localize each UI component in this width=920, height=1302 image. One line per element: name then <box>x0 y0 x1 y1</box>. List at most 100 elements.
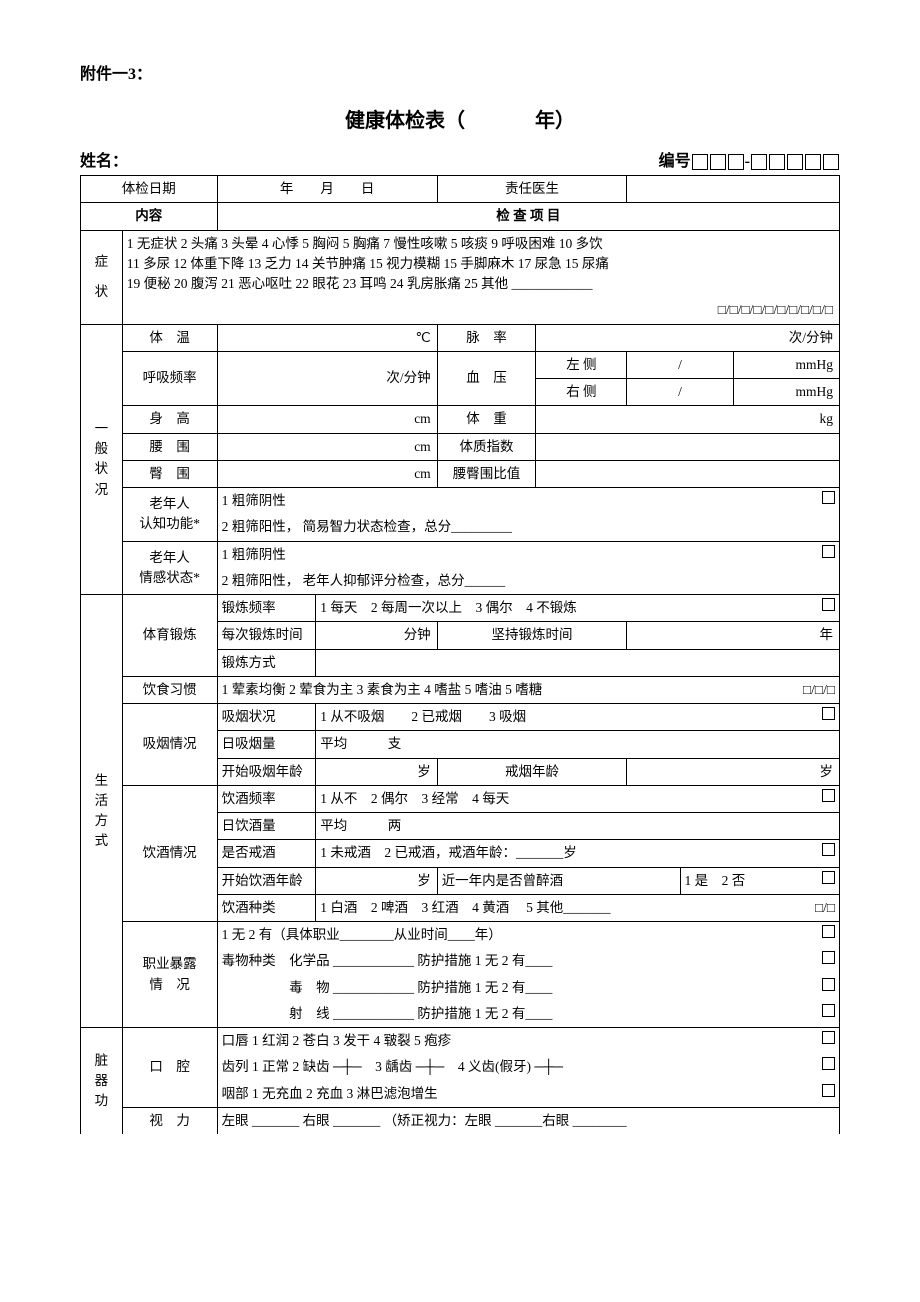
mouth-line1[interactable]: 口唇 1 红润 2 苍白 3 发干 4 皲裂 5 疱疹 <box>217 1028 839 1055</box>
bp-right-value[interactable]: / <box>627 379 733 406</box>
smoke-start-value[interactable]: 岁 <box>316 758 437 785</box>
drink-drunk-opts[interactable]: 1 是 2 否 <box>680 867 839 894</box>
code-box[interactable] <box>692 154 708 170</box>
exam-date-label: 体检日期 <box>81 176 218 203</box>
drink-type-label: 饮酒种类 <box>217 894 316 921</box>
drink-daily-label: 日饮酒量 <box>217 813 316 840</box>
waist-label: 腰 围 <box>122 433 217 460</box>
hip-label: 臀 围 <box>122 460 217 487</box>
mouth-line3[interactable]: 咽部 1 无充血 2 充血 3 淋巴滤泡增生 <box>217 1081 839 1108</box>
bmi-value[interactable] <box>536 433 840 460</box>
cognition-label: 老年人认知功能* <box>122 488 217 542</box>
occupation-label: 职业暴露情 况 <box>122 922 217 1028</box>
ex-freq-opts[interactable]: 1 每天 2 每周一次以上 3 偶尔 4 不锻炼 <box>316 595 840 622</box>
drink-type-opts[interactable]: 1 白酒 2 啤酒 3 红酒 4 黄酒 5 其他_______ □/□ <box>316 894 840 921</box>
whr-value[interactable] <box>536 460 840 487</box>
occ-line1[interactable]: 1 无 2 有（具体职业________从业时间____年） <box>217 922 839 949</box>
checkbox[interactable] <box>822 1031 835 1044</box>
ex-keep-value[interactable]: 年 <box>627 622 840 649</box>
exercise-label: 体育锻炼 <box>122 595 217 677</box>
ex-type-value[interactable] <box>316 649 840 676</box>
exam-date-value[interactable]: 年 月 日 <box>217 176 437 203</box>
diet-opts[interactable]: 1 荤素均衡 2 荤食为主 3 素食为主 4 嗜盐 5 嗜油 5 嗜糖 □/□/… <box>217 676 839 703</box>
checkbox[interactable] <box>822 1084 835 1097</box>
symptom-line3: 19 便秘 20 腹泻 21 恶心呕吐 22 眼花 23 耳鸣 24 乳房胀痛 … <box>127 274 835 294</box>
code-box[interactable] <box>805 154 821 170</box>
smoke-daily-value[interactable]: 平均 支 <box>316 731 840 758</box>
name-label: 姓名： <box>80 147 128 171</box>
code-box[interactable] <box>710 154 726 170</box>
drink-freq-label: 饮酒频率 <box>217 785 316 812</box>
organ-section-label: 脏器功 <box>81 1028 123 1135</box>
symptom-checkboxes[interactable]: □/□/□/□/□/□/□/□/□/□ <box>122 297 839 324</box>
checkbox[interactable] <box>822 545 835 558</box>
code-box[interactable] <box>728 154 744 170</box>
doctor-label: 责任医生 <box>437 176 627 203</box>
bp-left-value[interactable]: / <box>627 351 733 378</box>
symptom-section-label: 症状 <box>81 230 123 324</box>
hip-value[interactable]: cm <box>217 460 437 487</box>
checkbox[interactable] <box>822 598 835 611</box>
bp-right-unit: mmHg <box>733 379 839 406</box>
drink-quit-opts[interactable]: 1 未戒酒 2 已戒酒，戒酒年龄：_______岁 <box>316 840 840 867</box>
checkbox[interactable] <box>822 707 835 720</box>
ex-type-label: 锻炼方式 <box>217 649 316 676</box>
doctor-value[interactable] <box>627 176 840 203</box>
checkbox[interactable] <box>822 1057 835 1070</box>
bp-left-label: 左 侧 <box>536 351 627 378</box>
checkbox[interactable] <box>822 978 835 991</box>
drink-daily-value[interactable]: 平均 两 <box>316 813 840 840</box>
lifestyle-section-label: 生活方式 <box>81 595 123 1028</box>
height-label: 身 高 <box>122 406 217 433</box>
smoke-daily-label: 日吸烟量 <box>217 731 316 758</box>
mouth-line2[interactable]: 齿列 1 正常 2 缺齿 ─┼─ 3 龋齿 ─┼─ 4 义齿(假牙) ─┼─ <box>217 1054 839 1080</box>
drink-start-value[interactable]: 岁 <box>316 867 437 894</box>
bp-right-label: 右 侧 <box>536 379 627 406</box>
vision-value[interactable]: 左眼 _______ 右眼 _______ （矫正视力：左眼 _______右眼… <box>217 1107 839 1134</box>
drink-label: 饮酒情况 <box>122 785 217 921</box>
title-right: 年） <box>535 110 575 132</box>
occ-line2[interactable]: 毒物种类 化学品 ____________ 防护措施 1 无 2 有____ <box>217 948 839 974</box>
checkbox[interactable] <box>822 925 835 938</box>
smoke-label: 吸烟情况 <box>122 704 217 786</box>
temp-value[interactable]: ℃ <box>217 324 437 351</box>
pulse-label: 脉 率 <box>437 324 536 351</box>
checkbox-group[interactable]: □/□ <box>815 898 835 918</box>
checkbox[interactable] <box>822 871 835 884</box>
code-box[interactable] <box>787 154 803 170</box>
symptom-line2: 11 多尿 12 体重下降 13 乏力 14 关节肿痛 15 视力模糊 15 手… <box>127 254 835 274</box>
title-left: 健康体检表（ <box>345 110 465 132</box>
drink-freq-opts[interactable]: 1 从不 2 偶尔 3 经常 4 每天 <box>316 785 840 812</box>
bp-label: 血 压 <box>437 351 536 406</box>
occ-line4[interactable]: 射 线 ____________ 防护措施 1 无 2 有____ <box>217 1001 839 1028</box>
waist-value[interactable]: cm <box>217 433 437 460</box>
mouth-label: 口 腔 <box>122 1028 217 1108</box>
resp-value[interactable]: 次/分钟 <box>217 351 437 406</box>
weight-value[interactable]: kg <box>536 406 840 433</box>
smoke-status-opts[interactable]: 1 从不吸烟 2 已戒烟 3 吸烟 <box>316 704 840 731</box>
occ-line3[interactable]: 毒 物 ____________ 防护措施 1 无 2 有____ <box>217 975 839 1001</box>
checkbox[interactable] <box>822 789 835 802</box>
height-value[interactable]: cm <box>217 406 437 433</box>
code-box[interactable] <box>823 154 839 170</box>
code-label: 编号 <box>659 153 691 170</box>
pulse-value[interactable]: 次/分钟 <box>536 324 840 351</box>
emotion-label: 老年人情感状态* <box>122 541 217 595</box>
resp-label: 呼吸频率 <box>122 351 217 406</box>
ex-time-value[interactable]: 分钟 <box>316 622 437 649</box>
cognition-opt1: 1 粗筛阴性 <box>217 488 839 515</box>
checkbox[interactable] <box>822 951 835 964</box>
code-box[interactable] <box>751 154 767 170</box>
checkbox[interactable] <box>822 1004 835 1017</box>
checkbox-group[interactable]: □/□/□ <box>803 680 835 700</box>
whr-label: 腰臀围比值 <box>437 460 536 487</box>
checkbox[interactable] <box>822 491 835 504</box>
smoke-quit-value[interactable]: 岁 <box>627 758 840 785</box>
ex-freq-label: 锻炼频率 <box>217 595 316 622</box>
code-box[interactable] <box>769 154 785 170</box>
drink-quit-label: 是否戒酒 <box>217 840 316 867</box>
checkbox[interactable] <box>822 843 835 856</box>
main-table: 体检日期 年 月 日 责任医生 内容 检 查 项 目 症状 1 无症状 2 头痛… <box>80 175 840 1134</box>
weight-label: 体 重 <box>437 406 536 433</box>
title-gap <box>470 110 530 132</box>
